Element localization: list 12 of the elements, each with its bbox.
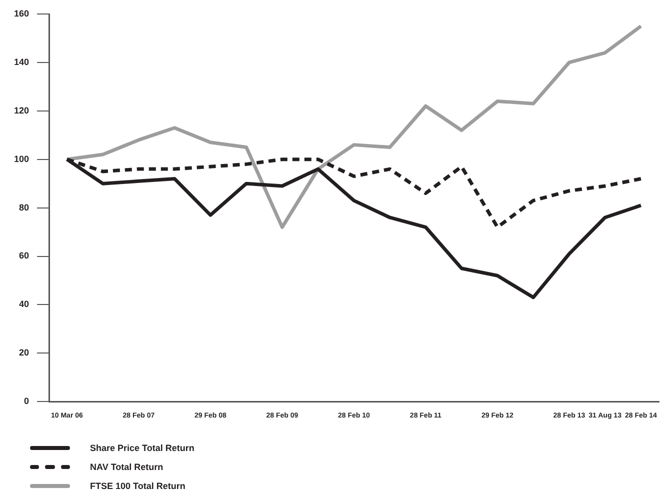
y-tick-label: 120 bbox=[14, 105, 30, 116]
y-tick-label: 40 bbox=[19, 299, 30, 310]
y-tick-label: 20 bbox=[19, 348, 30, 358]
y-tick-label: 140 bbox=[14, 56, 30, 67]
legend-label: NAV Total Return bbox=[90, 462, 164, 472]
y-tick-label: 60 bbox=[19, 250, 30, 261]
y-tick-label: 80 bbox=[19, 202, 30, 212]
y-tick-label: 100 bbox=[14, 154, 30, 164]
y-tick-label: 160 bbox=[14, 8, 30, 18]
y-tick-label: 0 bbox=[24, 396, 30, 406]
legend-label: FTSE 100 Total Return bbox=[90, 480, 186, 490]
legend-label: Share Price Total Return bbox=[90, 442, 194, 452]
